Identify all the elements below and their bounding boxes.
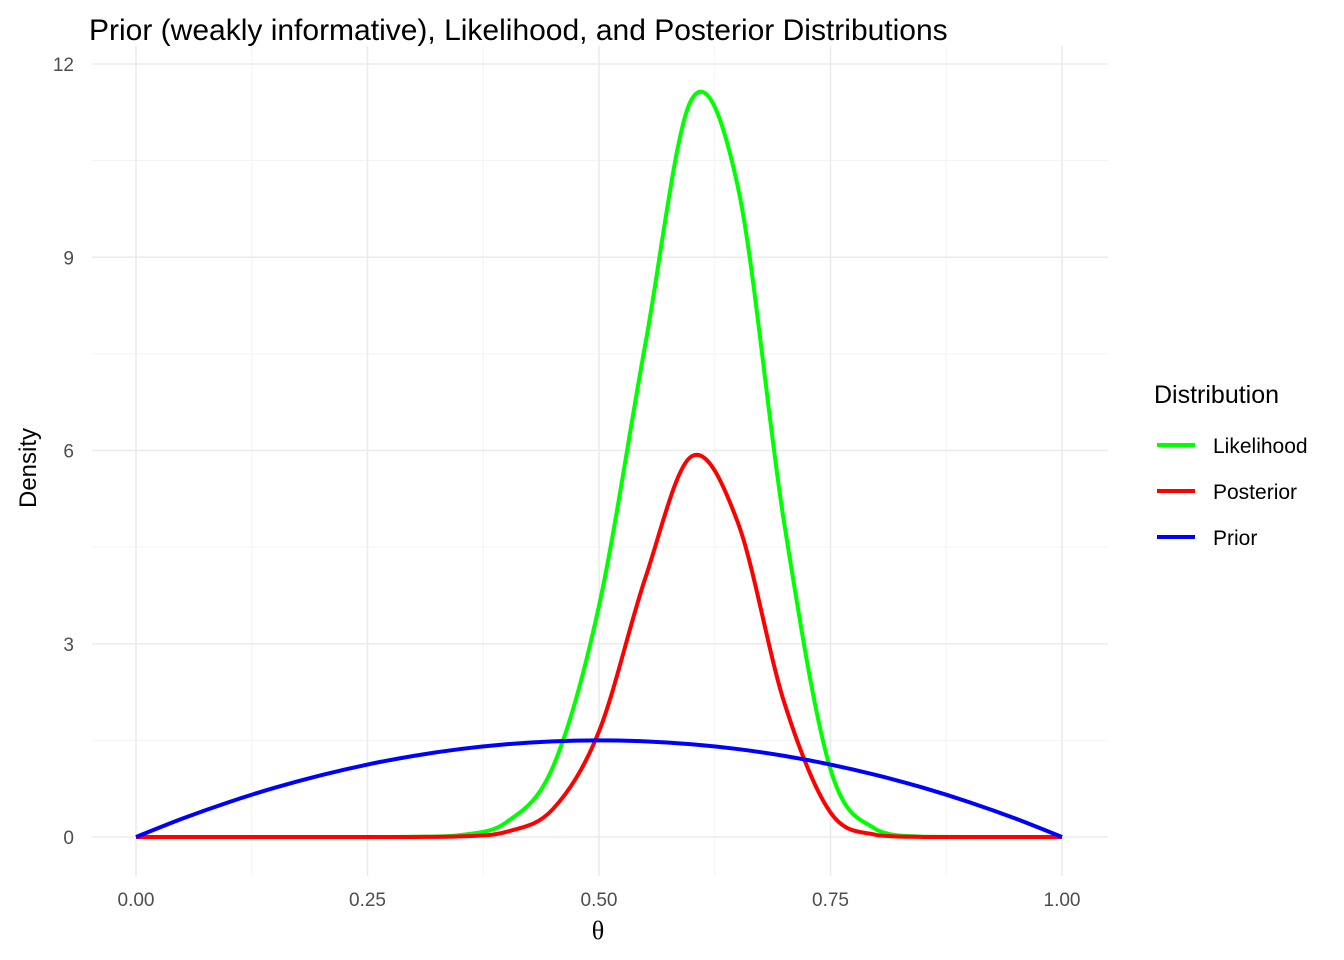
- x-tick-label: 0.25: [349, 890, 386, 911]
- x-tick-label: 0.50: [581, 890, 618, 911]
- y-tick-label: 0: [63, 828, 74, 849]
- legend-label-posterior: Posterior: [1213, 481, 1297, 504]
- x-tick-label: 0.75: [812, 890, 849, 911]
- x-axis-ticks: 0.00 0.25 0.50 0.75 1.00: [118, 890, 1081, 911]
- legend-label-prior: Prior: [1213, 527, 1257, 550]
- series-line-posterior: [136, 452, 1062, 840]
- x-tick-label: 0.00: [118, 890, 155, 911]
- y-tick-label: 6: [63, 442, 74, 463]
- x-axis-label: θ: [592, 916, 604, 945]
- series-line-prior: [135, 738, 1063, 839]
- y-axis-ticks: 0 3 6 9 12: [53, 55, 74, 849]
- y-tick-label: 12: [53, 55, 74, 76]
- y-tick-label: 9: [63, 248, 74, 269]
- grid: [92, 46, 1108, 876]
- y-tick-label: 3: [63, 635, 74, 656]
- series-lines: [135, 89, 1063, 840]
- legend-label-likelihood: Likelihood: [1213, 435, 1308, 458]
- chart-title: Prior (weakly informative), Likelihood, …: [89, 14, 948, 47]
- x-tick-label: 1.00: [1044, 890, 1081, 911]
- legend-title: Distribution: [1154, 381, 1279, 409]
- y-axis-label: Density: [15, 428, 42, 508]
- legend: Distribution Likelihood Posterior Prior: [1154, 381, 1308, 550]
